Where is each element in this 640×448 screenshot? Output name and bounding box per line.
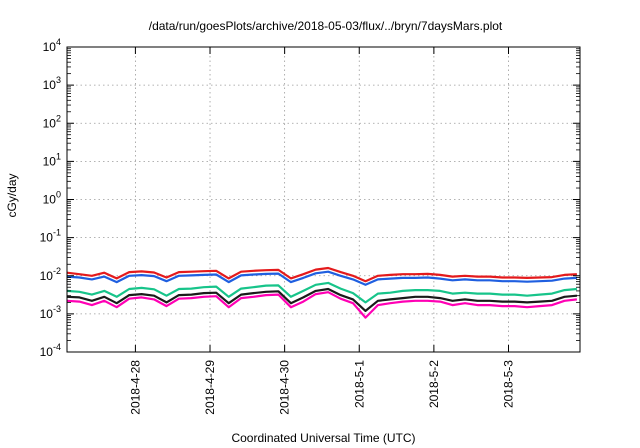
x-tick-labels: 2018-4-28 2018-4-29 2018-4-30 2018-5-1 2018-… xyxy=(128,360,515,415)
x-tick-label: 2018-4-28 xyxy=(128,360,142,415)
chart-title: /data/run/goesPlots/archive/2018-05-03/f… xyxy=(149,19,503,33)
y-tick-label: 103 xyxy=(43,75,61,92)
x-tick-label: 2018-5-2 xyxy=(427,360,441,408)
series-line xyxy=(66,291,578,319)
x-axis-label: Coordinated Universal Time (UTC) xyxy=(231,431,415,445)
y-tick-label: 101 xyxy=(43,151,61,168)
series-line xyxy=(66,270,577,286)
x-tick-label: 2018-4-30 xyxy=(278,360,292,415)
x-tick-label: 2018-4-29 xyxy=(203,360,217,415)
x-tick-label: 2018-5-1 xyxy=(352,360,366,408)
y-tick-label: 10-1 xyxy=(40,228,61,245)
y-tick-label: 100 xyxy=(43,190,61,207)
x-tick-label: 2018-5-3 xyxy=(501,360,515,408)
y-axis-label: cGy/day xyxy=(5,173,19,217)
y-tick-labels: 10-4 10-3 10-2 10-1 100 101 102 103 104 xyxy=(40,37,61,359)
axis-ticks xyxy=(67,46,580,353)
y-tick-label: 10-3 xyxy=(40,304,61,321)
series-lines xyxy=(66,266,578,319)
y-tick-label: 104 xyxy=(43,37,61,54)
series-line xyxy=(66,287,577,312)
y-tick-label: 10-2 xyxy=(40,266,61,283)
series-line xyxy=(66,266,577,283)
y-tick-label: 10-4 xyxy=(40,342,61,359)
series-line xyxy=(66,281,577,304)
y-tick-label: 102 xyxy=(43,113,61,130)
